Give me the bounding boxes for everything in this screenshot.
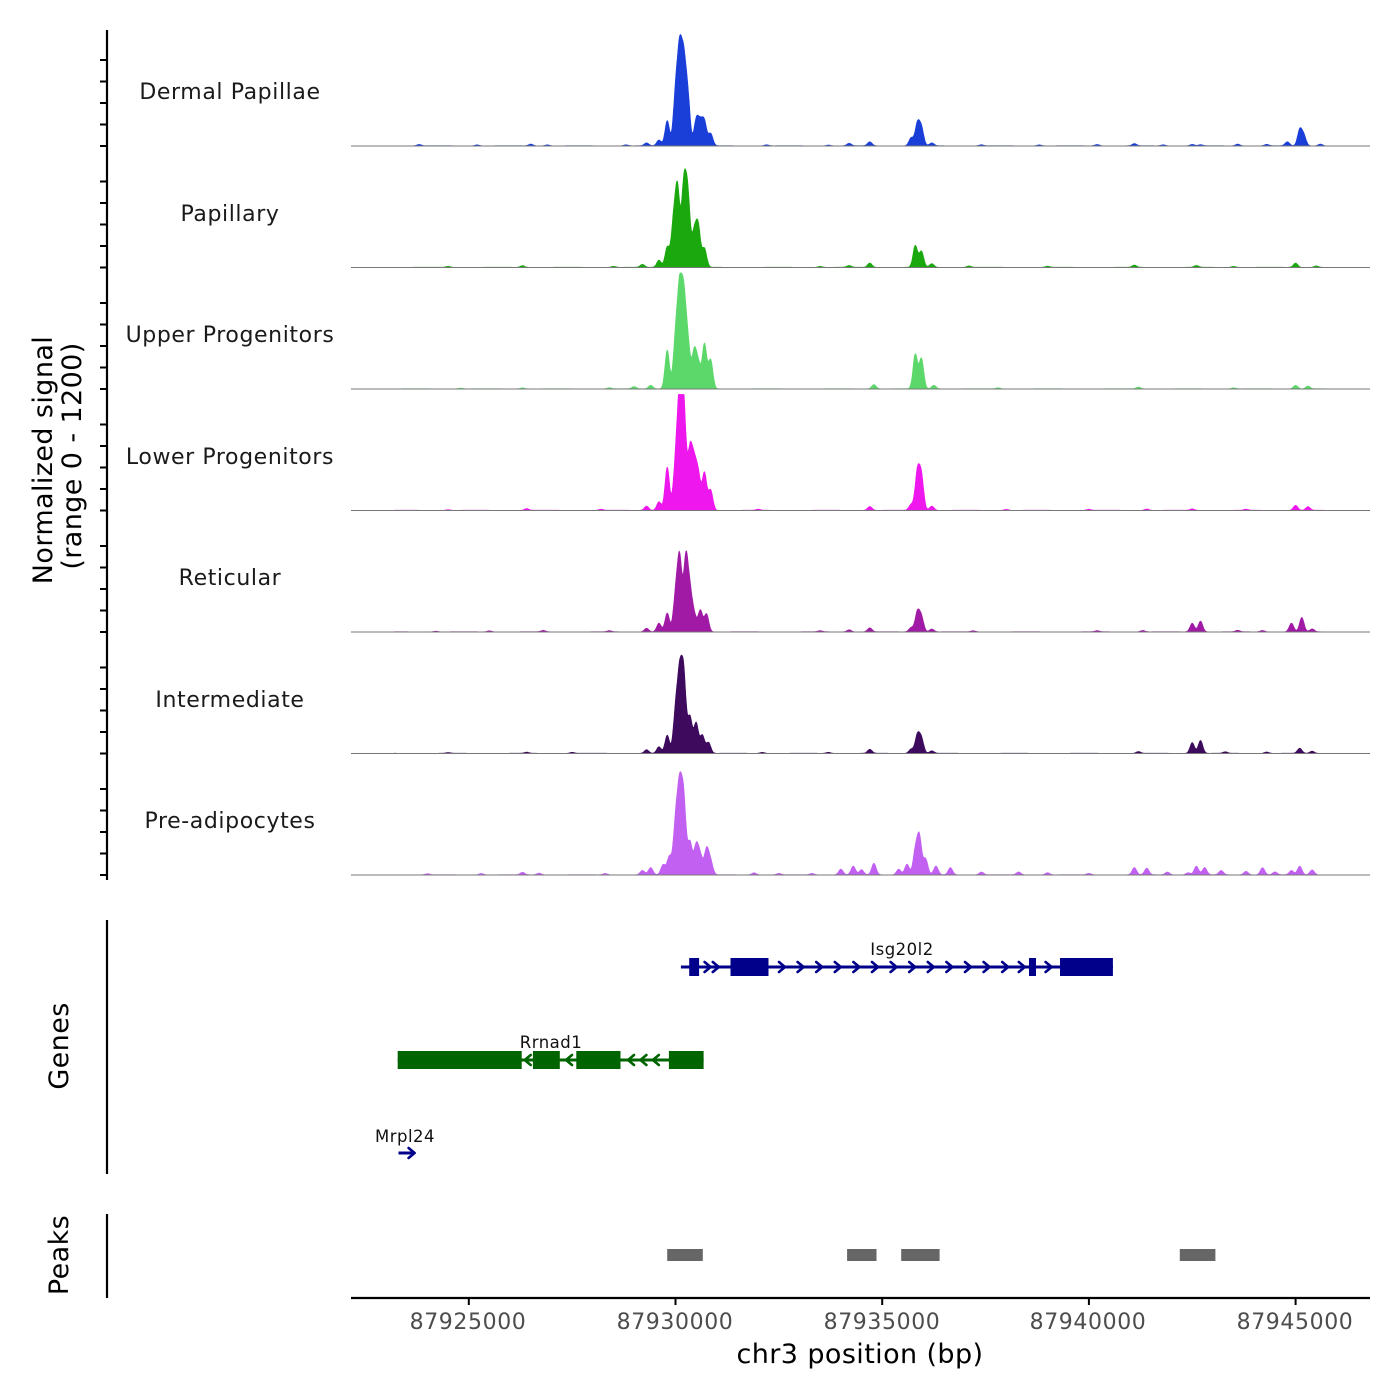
strand-arrow-isg20l2 bbox=[852, 960, 861, 974]
x-tick-label-87940000: 87940000 bbox=[1030, 1310, 1147, 1335]
track-lower-progenitors bbox=[351, 394, 1370, 512]
y-axis-title-line2: (range 0 - 1200) bbox=[57, 342, 88, 569]
strand-arrow-isg20l2 bbox=[814, 960, 824, 974]
peak-region bbox=[667, 1249, 703, 1261]
exon-isg20l2 bbox=[730, 958, 769, 976]
strand-arrow-rrnad1 bbox=[639, 1053, 648, 1067]
track-reticular bbox=[351, 550, 1370, 633]
gene-label-rrnad1: Rrnad1 bbox=[520, 1033, 583, 1052]
gene-isg20l2 bbox=[680, 958, 1113, 976]
strand-arrow-isg20l2 bbox=[963, 960, 973, 974]
strand-arrow-rrnad1 bbox=[626, 1053, 636, 1067]
track-dermal-papillae bbox=[351, 34, 1370, 147]
track-label-intermediate: Intermediate bbox=[155, 688, 304, 713]
peak-region bbox=[1179, 1249, 1216, 1261]
strand-arrow-isg20l2 bbox=[796, 960, 805, 974]
x-axis-title: chr3 position (bp) bbox=[737, 1339, 984, 1370]
exon-rrnad1 bbox=[576, 1051, 621, 1069]
track-label-dermal-papillae: Dermal Papillae bbox=[139, 80, 320, 105]
strand-arrow-rrnad1 bbox=[651, 1053, 661, 1067]
track-label-pre-adipocytes: Pre-adipocytes bbox=[144, 809, 315, 834]
exon-rrnad1 bbox=[668, 1051, 704, 1069]
y-axis-title-line1: Normalized signal bbox=[28, 336, 59, 584]
strand-arrow-isg20l2 bbox=[833, 960, 843, 974]
track-upper-progenitors bbox=[351, 272, 1370, 390]
x-axis-ticks bbox=[467, 1298, 1297, 1305]
genes-panel-title: Genes bbox=[44, 1002, 75, 1089]
peak-region bbox=[847, 1249, 877, 1261]
signal-y-axis-ticks bbox=[100, 59, 107, 876]
peak-track bbox=[667, 1249, 1216, 1261]
strand-arrow-isg20l2 bbox=[1000, 960, 1010, 974]
gene-track bbox=[397, 958, 1113, 1160]
signal-tracks bbox=[351, 34, 1370, 876]
track-label-papillary: Papillary bbox=[180, 202, 279, 227]
x-tick-label-87935000: 87935000 bbox=[824, 1310, 941, 1335]
exon-isg20l2 bbox=[1029, 958, 1036, 976]
exon-isg20l2 bbox=[689, 958, 700, 976]
track-papillary bbox=[351, 168, 1370, 269]
strand-arrow-mrpl24 bbox=[407, 1146, 416, 1160]
strand-arrow-isg20l2 bbox=[1044, 960, 1053, 974]
strand-arrow-isg20l2 bbox=[982, 960, 991, 974]
gene-label-isg20l2: Isg20l2 bbox=[870, 940, 934, 959]
gene-rrnad1 bbox=[397, 1051, 704, 1069]
gene-mrpl24 bbox=[398, 1146, 416, 1160]
strand-arrow-rrnad1 bbox=[564, 1053, 574, 1067]
peaks-panel-title: Peaks bbox=[44, 1215, 75, 1295]
track-label-upper-progenitors: Upper Progenitors bbox=[126, 323, 335, 348]
gene-label-mrpl24: Mrpl24 bbox=[375, 1127, 435, 1146]
strand-arrow-isg20l2 bbox=[870, 960, 880, 974]
track-label-reticular: Reticular bbox=[179, 566, 282, 591]
x-tick-label-87925000: 87925000 bbox=[410, 1310, 527, 1335]
x-tick-label-87945000: 87945000 bbox=[1237, 1310, 1354, 1335]
strand-arrow-isg20l2 bbox=[703, 960, 712, 974]
strand-arrow-isg20l2 bbox=[926, 960, 936, 974]
track-pre-adipocytes bbox=[351, 771, 1370, 876]
strand-arrow-isg20l2 bbox=[889, 960, 898, 974]
strand-arrow-isg20l2 bbox=[711, 960, 721, 974]
track-label-lower-progenitors: Lower Progenitors bbox=[126, 445, 334, 470]
strand-arrow-isg20l2 bbox=[1017, 960, 1027, 974]
exon-rrnad1 bbox=[397, 1051, 522, 1069]
strand-arrow-isg20l2 bbox=[907, 960, 917, 974]
exon-rrnad1 bbox=[532, 1051, 560, 1069]
x-tick-label-87930000: 87930000 bbox=[617, 1310, 734, 1335]
strand-arrow-isg20l2 bbox=[777, 960, 787, 974]
track-intermediate bbox=[351, 654, 1370, 755]
exon-isg20l2 bbox=[1060, 958, 1113, 976]
strand-arrow-isg20l2 bbox=[945, 960, 954, 974]
peak-region bbox=[901, 1249, 940, 1261]
strand-arrow-rrnad1 bbox=[523, 1053, 532, 1067]
